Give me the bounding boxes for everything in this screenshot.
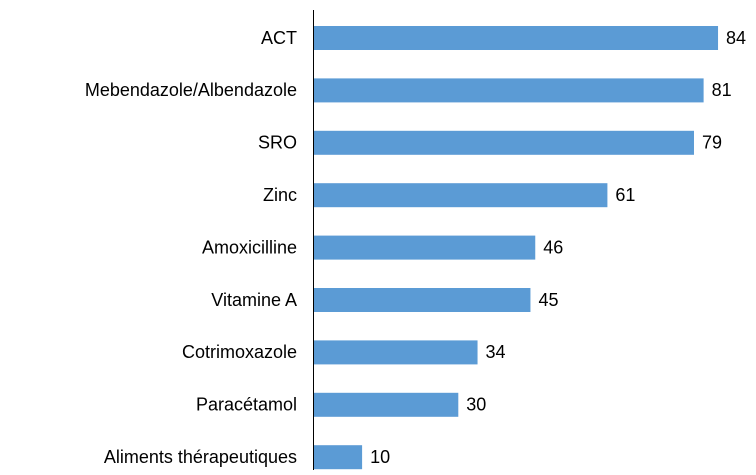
y-tick-label: Amoxicilline [202, 237, 297, 257]
data-label: 79 [702, 133, 722, 153]
data-label: 46 [543, 237, 563, 257]
bar [314, 392, 459, 417]
bar [314, 288, 531, 312]
y-tick-label: Zinc [263, 185, 297, 205]
y-tick-label: SRO [258, 133, 297, 153]
data-label: 45 [538, 290, 558, 310]
data-label: 30 [466, 395, 486, 415]
bar [314, 26, 719, 50]
bar [314, 130, 694, 155]
bar [314, 78, 704, 103]
y-tick-label: ACT [261, 28, 297, 48]
y-tick-label: Vitamine A [211, 290, 297, 310]
y-tick-label: Aliments thérapeutiques [104, 447, 297, 467]
bar [314, 445, 363, 470]
bar [314, 235, 536, 260]
bar [314, 340, 478, 365]
data-label: 81 [712, 80, 732, 100]
data-label: 34 [486, 342, 506, 362]
y-tick-label: Mebendazole/Albendazole [85, 80, 297, 100]
data-label: 84 [726, 28, 746, 48]
y-tick-label: Paracétamol [196, 395, 297, 415]
data-label: 10 [370, 447, 390, 467]
data-label: 61 [615, 185, 635, 205]
bar [314, 183, 608, 208]
y-tick-label: Cotrimoxazole [182, 342, 297, 362]
